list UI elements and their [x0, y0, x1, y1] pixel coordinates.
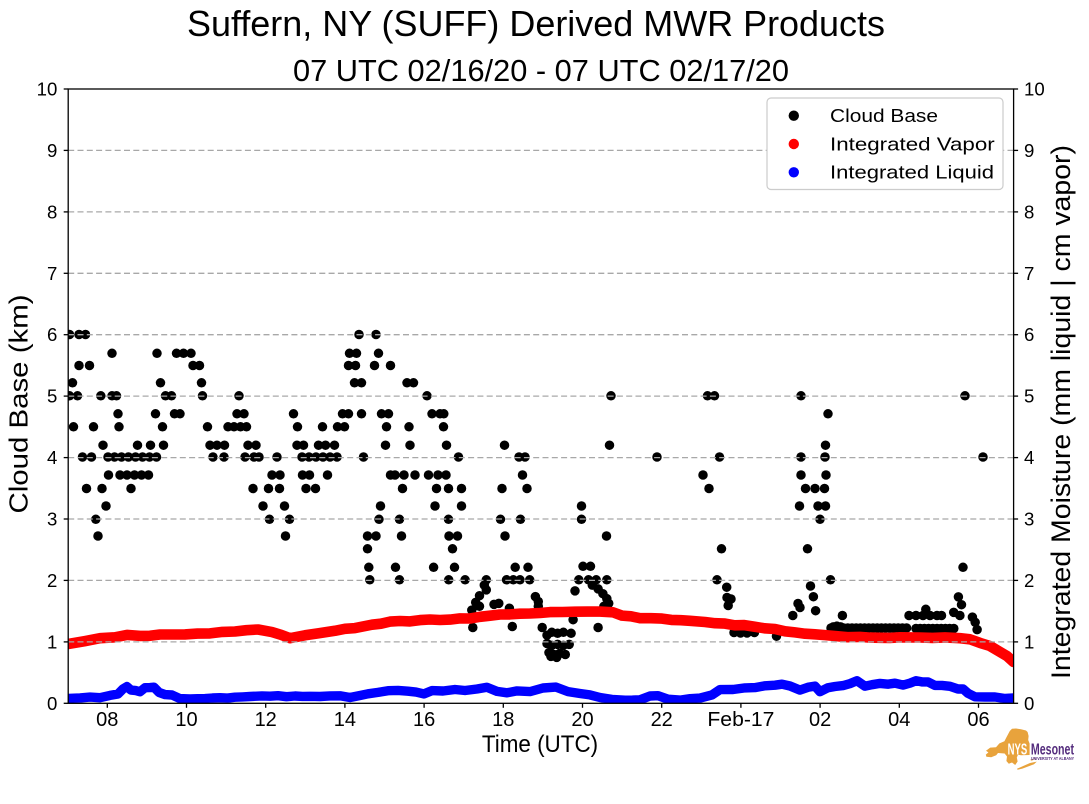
svg-text:9: 9	[47, 140, 57, 161]
svg-text:0: 0	[1024, 693, 1034, 714]
svg-text:9: 9	[1024, 140, 1034, 161]
svg-text:22: 22	[651, 709, 673, 731]
svg-text:Integrated Liquid: Integrated Liquid	[830, 162, 994, 183]
svg-text:Cloud Base: Cloud Base	[830, 105, 938, 126]
svg-text:Cloud Base (km): Cloud Base (km)	[6, 295, 34, 514]
svg-text:02: 02	[809, 709, 831, 731]
svg-text:Integrated Vapor: Integrated Vapor	[830, 133, 995, 154]
svg-text:06: 06	[967, 709, 989, 731]
svg-text:Feb-17: Feb-17	[707, 709, 774, 731]
svg-text:16: 16	[413, 709, 435, 731]
svg-text:8: 8	[47, 201, 57, 222]
svg-text:12: 12	[255, 709, 277, 731]
svg-text:6: 6	[47, 324, 57, 345]
svg-text:4: 4	[47, 447, 57, 468]
svg-text:5: 5	[47, 386, 57, 407]
svg-text:5: 5	[1024, 386, 1034, 407]
svg-text:UNIVERSITY AT ALBANY: UNIVERSITY AT ALBANY	[1031, 756, 1074, 761]
svg-text:20: 20	[571, 709, 593, 731]
svg-text:8: 8	[1024, 201, 1034, 222]
svg-text:3: 3	[1024, 509, 1034, 530]
svg-text:1: 1	[47, 631, 57, 652]
svg-text:10: 10	[175, 709, 197, 731]
svg-text:1: 1	[1024, 631, 1034, 652]
svg-text:Mesonet: Mesonet	[1031, 742, 1074, 759]
svg-text:04: 04	[888, 709, 910, 731]
svg-text:2: 2	[1024, 570, 1034, 591]
svg-text:4: 4	[1024, 447, 1034, 468]
svg-text:NYS: NYS	[1008, 742, 1028, 759]
svg-text:7: 7	[47, 263, 57, 284]
svg-text:0: 0	[47, 693, 57, 714]
svg-text:Integrated Moisture (mm liquid: Integrated Moisture (mm liquid | cm vapo…	[1046, 145, 1076, 679]
svg-text:18: 18	[492, 709, 514, 731]
svg-text:14: 14	[334, 709, 356, 731]
svg-text:10: 10	[1024, 79, 1045, 100]
svg-text:Suffern, NY (SUFF) Derived MWR: Suffern, NY (SUFF) Derived MWR Products	[187, 3, 885, 44]
svg-text:7: 7	[1024, 263, 1034, 284]
svg-text:10: 10	[37, 79, 58, 100]
svg-text:2: 2	[47, 570, 57, 591]
svg-text:3: 3	[47, 509, 57, 530]
svg-text:Time (UTC): Time (UTC)	[482, 731, 598, 758]
svg-text:07 UTC 02/16/20 - 07 UTC 02/17: 07 UTC 02/16/20 - 07 UTC 02/17/20	[293, 54, 789, 88]
svg-text:6: 6	[1024, 324, 1034, 345]
svg-text:08: 08	[96, 709, 118, 731]
